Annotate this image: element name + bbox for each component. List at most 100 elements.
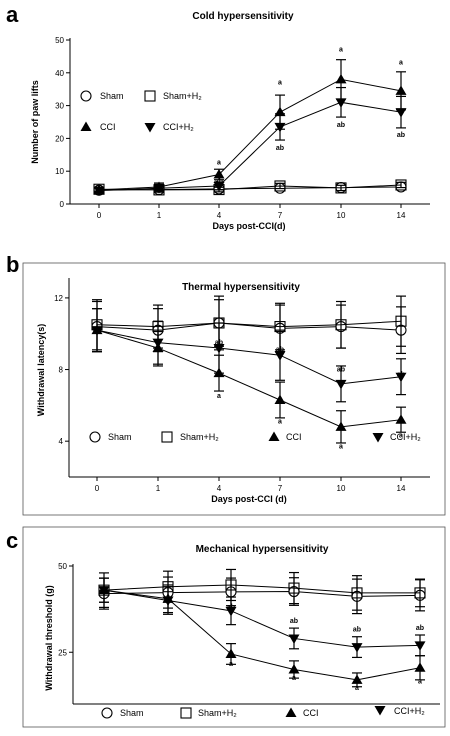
panel-c-letter: c (6, 528, 18, 553)
chart-c-series-0 (98, 576, 426, 615)
chart-a-legend-glyph (144, 90, 156, 102)
chart-b-series-3-point (152, 338, 164, 349)
chart-c-legend-glyph (374, 706, 386, 716)
panel-a-letter: a (6, 2, 19, 27)
chart-c-series-1-point (414, 587, 426, 599)
chart-b-annotation: ab (215, 339, 223, 346)
panel-b-frame (22, 262, 446, 516)
chart-c-ylabel: Withdrawal threshold (g) (44, 585, 54, 690)
chart-a-xlabel: Days post-CCI(d) (212, 221, 285, 231)
chart-c-series-0-line (103, 591, 421, 597)
chart-c-legend-glyph (285, 707, 297, 717)
chart-b-xtick-label: 10 (337, 484, 346, 493)
chart-b-legend-glyph (161, 431, 173, 443)
chart-c-annotation: a (355, 685, 359, 692)
chart-b-series-3-point (213, 344, 225, 354)
chart-c-series-1-point (225, 579, 237, 591)
chart-c-series-3 (98, 577, 426, 659)
chart-a-series-2-point (395, 85, 407, 95)
chart-c-series-3-point (225, 606, 237, 617)
chart-a-series-1-point (395, 179, 407, 191)
chart-c-series-3-point (98, 586, 110, 596)
chart-b-series-3-line (96, 329, 402, 385)
chart-a-annotation: a (399, 60, 403, 67)
chart-c-ytick-label: 50 (58, 562, 67, 571)
chart-a-series-3-line (98, 101, 402, 192)
chart-a-series-1-point (274, 180, 286, 192)
chart-b-series-3-point (91, 326, 103, 336)
chart-b-series-1 (91, 295, 407, 351)
chart-b-xtick-label: 0 (95, 484, 100, 493)
chart-b-series-3-point (395, 372, 407, 383)
chart-a-xtick-label: 14 (397, 211, 406, 220)
chart-b-series-0 (91, 299, 407, 355)
chart-a-series-1-point (335, 182, 347, 194)
chart-c-annotation: a (418, 678, 422, 685)
legend-b-label-cci-h2: CCI+H₂ (390, 432, 421, 442)
chart-b-series-1-point (335, 319, 347, 331)
chart-b-ylabel: Withdrawal latency(s) (36, 324, 46, 416)
chart-c-series-3-point (351, 643, 363, 653)
chart-a-ytick-label: 30 (55, 102, 64, 111)
chart-b-series-2-point (335, 421, 347, 431)
chart-c-series-1-line (103, 584, 420, 594)
chart-c-series-2-point (288, 664, 300, 674)
chart-c-legend: Sham Sham+H₂ CCI CCI+H₂ (120, 706, 425, 718)
chart-c-series-2-point (351, 674, 363, 684)
chart-c-series-3-point (162, 596, 174, 606)
panel-c-frame (22, 526, 446, 728)
chart-b-series-2-point (274, 394, 286, 404)
chart-c-annotation: ab (416, 625, 424, 632)
chart-c-annotation: a (229, 661, 233, 668)
chart-b-series-2-point (395, 414, 407, 424)
chart-c-series-2-point (225, 648, 237, 658)
chart-b-series-0-line (96, 322, 402, 331)
chart-b-ytick-label: 12 (54, 294, 63, 303)
chart-c-legend-glyph (101, 707, 113, 719)
chart-c-annotation: a (292, 675, 296, 682)
chart-b-legend-glyph (89, 431, 101, 443)
chart-c-series-1-point (288, 582, 300, 594)
chart-a-series-1-line (98, 184, 402, 191)
chart-a-xtick-label: 1 (157, 211, 162, 220)
chart-a-series-2 (93, 59, 407, 194)
chart-a-annotation: ab (337, 122, 345, 129)
chart-a-xtick-label: 7 (278, 211, 283, 220)
chart-b-legend-glyph (372, 433, 384, 443)
legend-b-label-sham: Sham (108, 432, 132, 442)
chart-c-series-2 (98, 577, 426, 688)
chart-c-series-2-line (103, 589, 421, 681)
chart-a-series-3-point (395, 108, 407, 118)
chart-c-series-1 (98, 568, 426, 611)
chart-b-annotation: a (217, 393, 221, 400)
chart-b-xtick-label: 7 (278, 484, 283, 493)
chart-b-annotation: ab (397, 372, 405, 379)
chart-c-annotation: ab (227, 604, 235, 611)
chart-a-series-3 (93, 86, 407, 197)
chart-a-annotation: ab (276, 145, 284, 152)
chart-c-legend-glyph (180, 707, 192, 719)
chart-a-annotation: ab (215, 179, 223, 186)
chart-a-ytick-label: 50 (55, 36, 64, 45)
legend-a-label-sham-h2: Sham+H₂ (163, 91, 202, 101)
legend-c-label-cci-h2: CCI+H₂ (394, 706, 425, 716)
chart-a-series-3-point (153, 184, 165, 194)
chart-b-title: Thermal hypersensitivity (182, 282, 300, 293)
chart-b-legend-glyph (268, 431, 280, 441)
chart-a-series-2-point (213, 168, 225, 179)
chart-c-ytick-label: 25 (58, 648, 67, 657)
chart-a-annotation: a (278, 79, 282, 86)
chart-c-plot: 25 50 ab a ab a ab a ab a (58, 562, 440, 719)
panel-b-letter: b (6, 252, 19, 277)
chart-a-annotation: a (217, 160, 221, 167)
chart-c-annotation: ab (353, 627, 361, 634)
chart-b-annotation: a (399, 433, 403, 440)
chart-c-title: Mechanical hypersensitivity (196, 544, 329, 555)
chart-a-ytick-label: 0 (60, 200, 65, 209)
chart-a-legend-glyph (80, 90, 92, 102)
legend-b-label-sham-h2: Sham+H₂ (180, 432, 219, 442)
chart-b-xtick-label: 14 (397, 484, 406, 493)
